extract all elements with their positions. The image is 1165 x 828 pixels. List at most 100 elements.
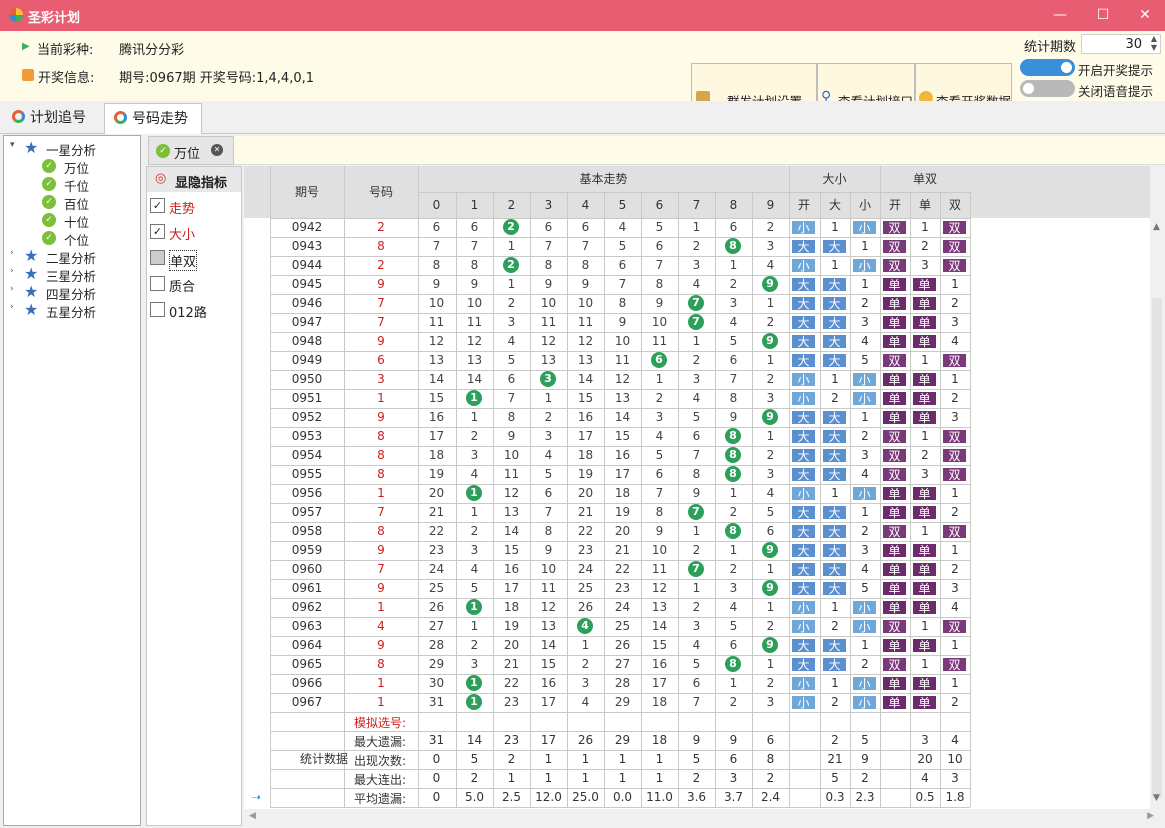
oddeven-badge: 双	[882, 220, 907, 235]
bigsmall-checkbox[interactable]: ✓	[150, 224, 165, 239]
trend-checkbox[interactable]: ✓	[150, 198, 165, 213]
bigsmall-badge: 小	[852, 619, 877, 634]
stats-digit-cell: 0.0	[612, 790, 633, 804]
miss-count-cell: 8	[729, 391, 738, 405]
bigsmall-badge: 大	[822, 334, 847, 349]
stat-periods-stepper[interactable]: 30 ▲ ▼	[1081, 34, 1161, 54]
close-tab-icon[interactable]: ✕	[211, 144, 223, 156]
period-cell: 0943	[291, 239, 323, 253]
miss-count-cell: 2	[692, 543, 701, 557]
number-cell: 1	[377, 486, 385, 500]
miss-count-cell: 31	[428, 695, 445, 709]
miss-count-cell: 7	[544, 239, 553, 253]
miss-count-cell: 1	[692, 581, 701, 595]
expand-icon[interactable]: ›	[10, 248, 14, 258]
miss-count-cell: 2	[470, 429, 479, 443]
maximize-button[interactable]: ☐	[1096, 7, 1110, 23]
oddeven-miss-cell: 2	[951, 695, 959, 709]
period-cell: 0957	[291, 505, 323, 519]
oddeven-miss-cell: 1	[921, 353, 929, 367]
bigsmall-miss-cell: 1	[831, 220, 839, 234]
oddeven-badge: 单	[882, 562, 907, 577]
close-button[interactable]: ✕	[1139, 7, 1151, 23]
tree-label: 千位	[64, 179, 90, 194]
hit-ball-icon: 9	[762, 409, 778, 425]
stats-digit-cell: 14	[466, 733, 483, 747]
miss-count-cell: 5	[729, 334, 738, 348]
expand-icon[interactable]: ›	[10, 284, 14, 294]
scroll-thumb[interactable]	[1152, 298, 1162, 798]
miss-count-cell: 1	[507, 239, 516, 253]
minimize-button[interactable]: —	[1053, 7, 1067, 23]
bigsmall-badge: 大	[822, 581, 847, 596]
subtab-bar	[234, 136, 1165, 165]
tab-number-trend[interactable]: 号码走势	[104, 103, 202, 134]
bigsmall-miss-cell: 2	[861, 524, 869, 538]
miss-count-cell: 26	[428, 600, 445, 614]
collapse-icon[interactable]: ▾	[10, 140, 15, 150]
miss-count-cell: 2	[692, 600, 701, 614]
scroll-down-icon[interactable]: ▼	[1153, 793, 1160, 803]
miss-count-cell: 3	[729, 296, 738, 310]
miss-count-cell: 24	[428, 562, 445, 576]
prime-checkbox[interactable]	[150, 276, 165, 291]
oddeven-miss-cell: 2	[921, 239, 929, 253]
miss-count-cell: 10	[651, 543, 668, 557]
scroll-up-icon[interactable]: ▲	[1153, 222, 1160, 232]
oddeven-checkbox[interactable]	[150, 250, 165, 265]
oddeven-badge: 单	[912, 505, 937, 520]
miss-count-cell: 14	[466, 372, 483, 386]
expand-icon[interactable]: ›	[10, 302, 14, 312]
miss-count-cell: 3	[766, 391, 775, 405]
grid-row-line	[270, 598, 970, 599]
oddeven-miss-cell: 2	[951, 296, 959, 310]
miss-count-cell: 9	[507, 429, 516, 443]
tree-label: 百位	[64, 197, 90, 212]
horizontal-scrollbar[interactable]: ◀ ▶	[244, 809, 1164, 826]
expand-icon[interactable]: ›	[10, 266, 14, 276]
oddeven-badge: 单	[912, 334, 937, 349]
grid-row-line	[270, 313, 970, 314]
tab-plan-tracking[interactable]: 计划追号	[12, 103, 102, 134]
miss-count-cell: 20	[577, 486, 594, 500]
period-cell: 0956	[291, 486, 323, 500]
miss-count-cell: 2	[766, 676, 775, 690]
grid-row-line	[270, 446, 970, 447]
stepper-down-icon[interactable]: ▼	[1150, 43, 1157, 52]
draw-alert-toggle[interactable]	[1020, 59, 1075, 76]
miss-count-cell: 1	[729, 258, 738, 272]
prime-label: 质合	[169, 280, 196, 295]
oddeven-miss-cell: 3	[951, 581, 959, 595]
number-cell: 9	[377, 543, 385, 557]
search-icon: ⚲	[821, 89, 832, 105]
vertical-scrollbar[interactable]: ▲ ▼	[1150, 218, 1164, 809]
route-checkbox[interactable]	[150, 302, 165, 317]
subtab-wan[interactable]: ✓ 万位 ✕	[148, 136, 234, 165]
hit-ball-icon: 1	[466, 485, 482, 501]
number-cell: 8	[377, 524, 385, 538]
grid-row-line	[270, 712, 970, 713]
miss-count-cell: 3	[766, 695, 775, 709]
number-cell: 9	[377, 334, 385, 348]
basic-trend-header: 基本走势	[579, 172, 628, 186]
scroll-left-icon[interactable]: ◀	[249, 811, 256, 821]
hit-ball-icon: 8	[725, 523, 741, 539]
bigsmall-badge: 大	[791, 505, 816, 520]
voice-alert-toggle[interactable]	[1020, 80, 1075, 97]
period-cell: 0963	[291, 619, 323, 633]
tree-label: 个位	[64, 233, 90, 248]
period-cell: 0954	[291, 448, 323, 462]
miss-count-cell: 4	[581, 695, 590, 709]
lottery-row: ▶ 当前彩种: 腾讯分分彩	[22, 39, 184, 58]
oddeven-subheader: 开	[888, 198, 901, 212]
scroll-right-icon[interactable]: ▶	[1147, 811, 1154, 821]
number-cell: 2	[377, 220, 385, 234]
bigsmall-badge: 大	[791, 543, 816, 558]
stats-oddeven-cell: 4	[921, 771, 929, 785]
grid-row-line	[270, 750, 970, 751]
stepper-up-icon[interactable]: ▲	[1150, 34, 1157, 43]
miss-count-cell: 2	[766, 619, 775, 633]
bigsmall-miss-cell: 1	[831, 258, 839, 272]
miss-count-cell: 14	[503, 524, 520, 538]
miss-count-cell: 7	[692, 448, 701, 462]
